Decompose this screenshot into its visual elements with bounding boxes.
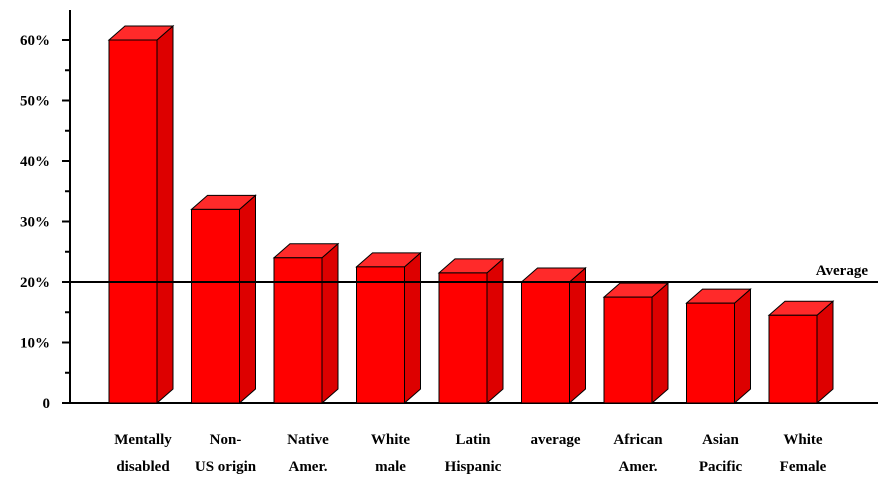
bar-side bbox=[816, 300, 834, 405]
bar-side bbox=[404, 251, 421, 405]
x-category-label: Mentally bbox=[114, 432, 172, 448]
x-category-label: Pacific bbox=[699, 459, 743, 475]
x-category-label: Female bbox=[780, 459, 827, 475]
x-category-label: African bbox=[613, 432, 663, 448]
y-tick-label: 60% bbox=[20, 33, 50, 49]
y-tick-label: 0 bbox=[43, 396, 51, 412]
bar-side bbox=[734, 288, 751, 405]
y-tick-label: 20% bbox=[20, 275, 50, 291]
bar bbox=[521, 281, 570, 404]
bar bbox=[603, 296, 653, 404]
bar-side bbox=[321, 242, 339, 405]
bar bbox=[768, 314, 818, 404]
bar-side bbox=[156, 24, 174, 405]
x-category-label: Asian bbox=[702, 432, 739, 448]
bar-side bbox=[486, 257, 504, 405]
x-category-label: White bbox=[783, 432, 823, 448]
x-category-label: Latin bbox=[455, 432, 491, 448]
x-category-label: Amer. bbox=[288, 459, 327, 475]
bar-side bbox=[651, 282, 669, 405]
bar bbox=[108, 39, 158, 404]
bar-side bbox=[569, 266, 586, 405]
x-category-label: White bbox=[371, 432, 411, 448]
x-category-label: US origin bbox=[195, 459, 257, 475]
x-category-label: Hispanic bbox=[445, 459, 502, 475]
average-reference-label: Average bbox=[816, 263, 869, 279]
bar bbox=[356, 266, 405, 404]
bar bbox=[273, 257, 323, 404]
bar bbox=[191, 208, 240, 404]
x-category-label: Native bbox=[287, 432, 329, 448]
bar-side bbox=[239, 194, 256, 405]
y-tick-label: 30% bbox=[20, 215, 50, 231]
x-category-label: male bbox=[375, 459, 406, 475]
y-tick-label: 50% bbox=[20, 94, 50, 110]
bar bbox=[438, 272, 488, 404]
x-category-label: Non- bbox=[210, 432, 242, 448]
x-category-label: Amer. bbox=[618, 459, 657, 475]
x-category-label: average bbox=[531, 432, 581, 448]
bar bbox=[686, 302, 735, 404]
y-tick-label: 40% bbox=[20, 154, 50, 170]
y-tick-label: 10% bbox=[20, 336, 50, 352]
x-category-label: disabled bbox=[116, 459, 170, 475]
